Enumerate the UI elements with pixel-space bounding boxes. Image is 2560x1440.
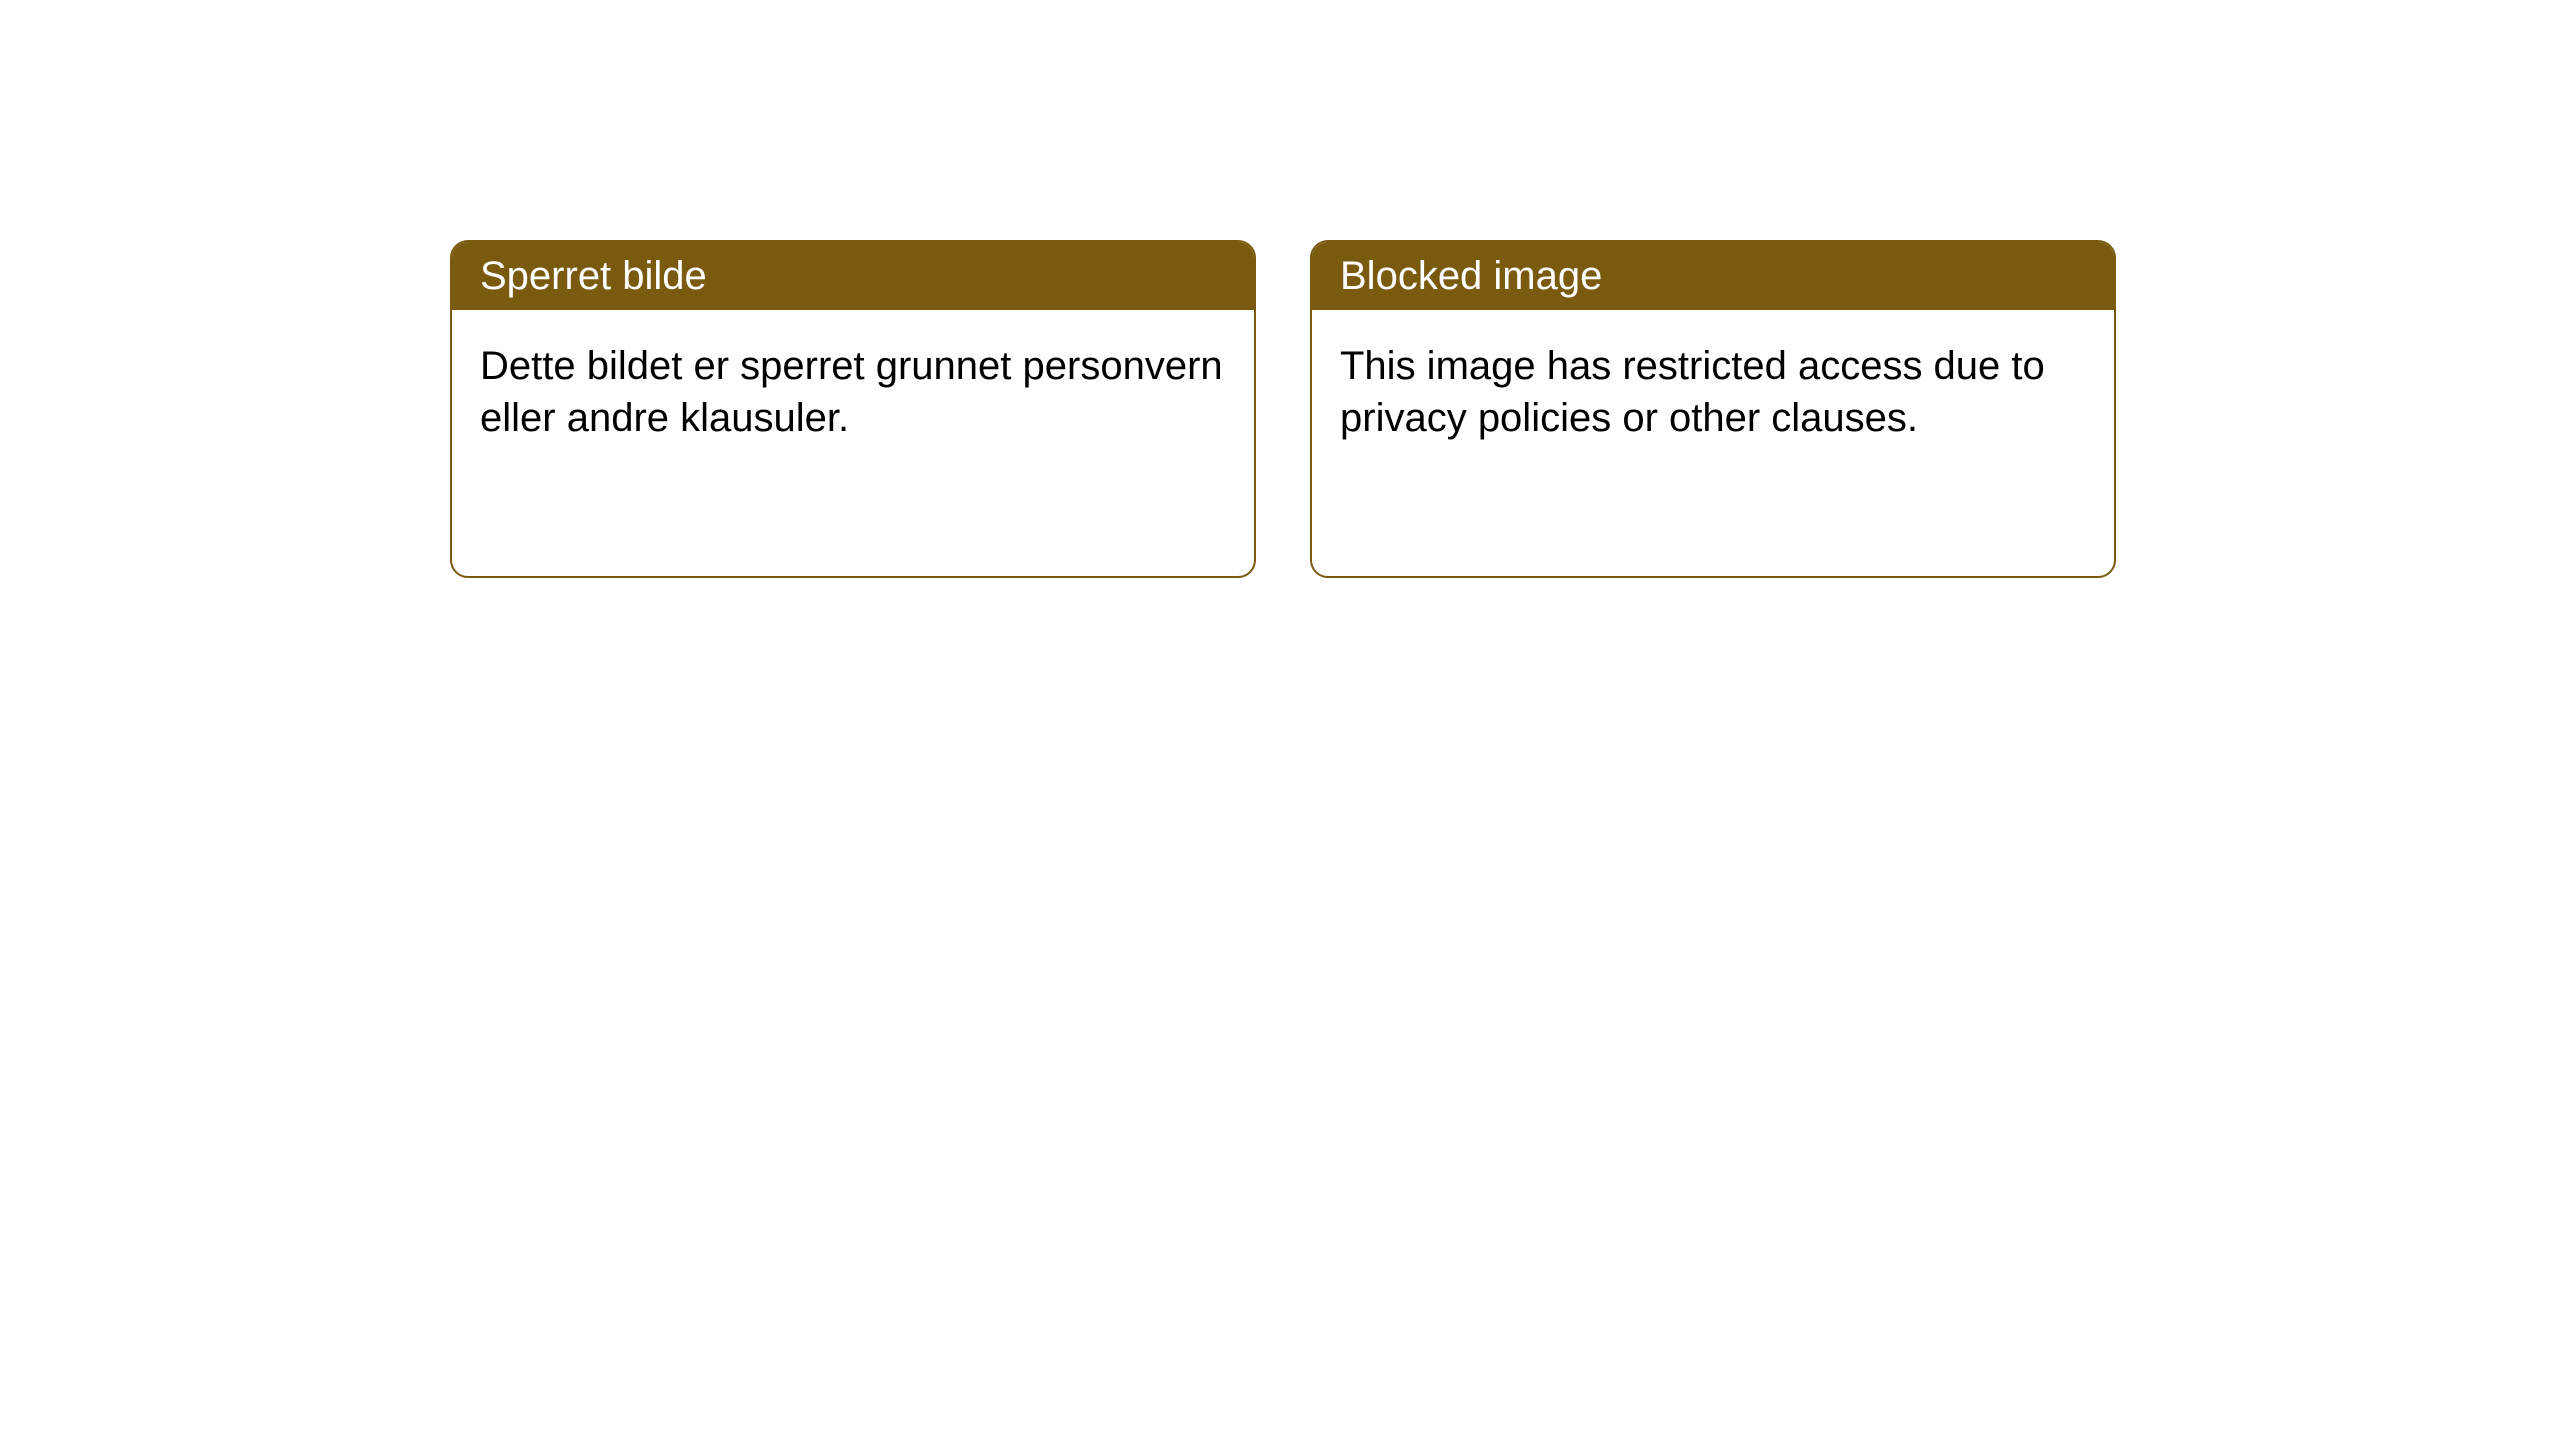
notice-body: This image has restricted access due to …	[1312, 310, 2114, 474]
notice-header: Blocked image	[1312, 242, 2114, 310]
notice-body-text: Dette bildet er sperret grunnet personve…	[480, 344, 1223, 440]
notices-container: Sperret bilde Dette bildet er sperret gr…	[0, 0, 2560, 578]
notice-body: Dette bildet er sperret grunnet personve…	[452, 310, 1254, 474]
notice-card-english: Blocked image This image has restricted …	[1310, 240, 2116, 578]
notice-title: Sperret bilde	[480, 254, 707, 298]
notice-title: Blocked image	[1340, 254, 1602, 298]
notice-body-text: This image has restricted access due to …	[1340, 344, 2045, 440]
notice-card-norwegian: Sperret bilde Dette bildet er sperret gr…	[450, 240, 1256, 578]
notice-header: Sperret bilde	[452, 242, 1254, 310]
